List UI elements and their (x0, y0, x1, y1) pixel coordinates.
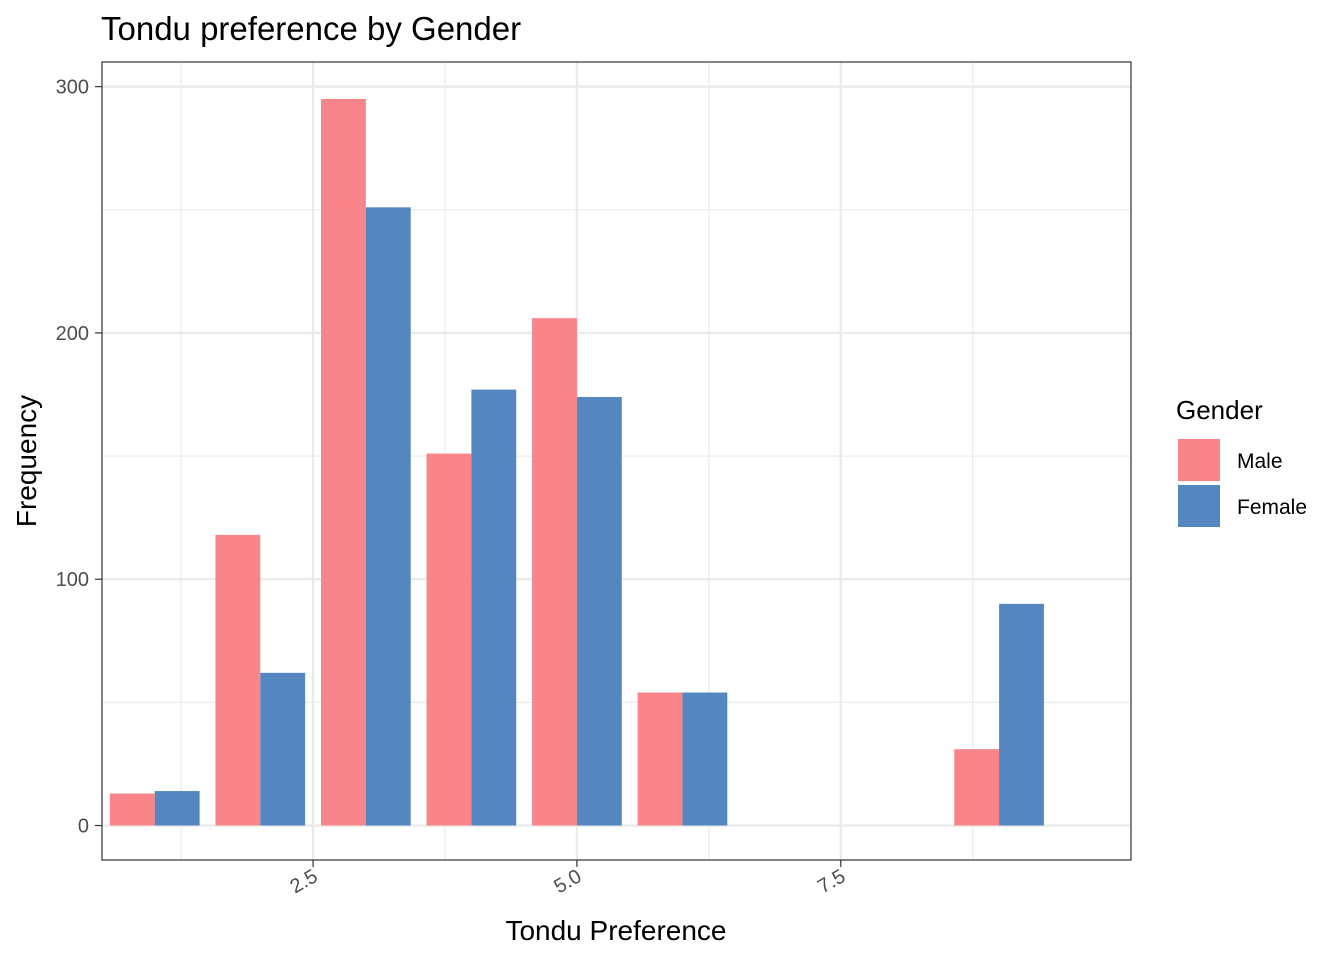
y-tick-label: 0 (78, 816, 89, 838)
chart-title: Tondu preference by Gender (101, 10, 521, 47)
bar-female-5 (576, 396, 622, 826)
bar-male-2 (215, 534, 261, 826)
legend-title: Gender (1176, 395, 1263, 425)
x-axis-label: Tondu Preference (505, 915, 726, 946)
legend: Gender Male Female (1176, 395, 1307, 527)
bar-female-4 (471, 389, 517, 826)
y-axis: 0 100 200 300 (56, 77, 102, 838)
y-tick-label: 100 (56, 569, 89, 591)
y-tick-label: 200 (56, 323, 89, 345)
bar-male-6 (637, 692, 683, 826)
legend-key-female (1178, 485, 1220, 527)
bar-female-2 (260, 672, 306, 826)
plot-panel-border (101, 61, 1132, 861)
x-tick-label: 2.5 (286, 865, 321, 898)
bar-female-9 (999, 603, 1044, 826)
x-axis: 2.5 5.0 7.5 (286, 860, 849, 898)
legend-key-male (1178, 439, 1220, 481)
x-tick-label: 5.0 (550, 865, 585, 898)
legend-label-male: Male (1237, 450, 1283, 473)
y-tick-label: 300 (56, 77, 89, 99)
bar-male-3 (320, 98, 366, 826)
y-axis-label: Frequency (11, 395, 42, 527)
bar-male-5 (532, 318, 577, 826)
bar-male-4 (426, 453, 472, 826)
legend-label-female: Female (1237, 496, 1307, 519)
x-tick-label: 7.5 (814, 865, 849, 898)
bar-female-3 (365, 207, 411, 826)
bar-female-1 (154, 791, 200, 826)
bar-male-1 (109, 793, 155, 826)
bars (109, 98, 1044, 826)
bar-male-9 (954, 749, 1000, 826)
bar-female-6 (682, 692, 728, 826)
